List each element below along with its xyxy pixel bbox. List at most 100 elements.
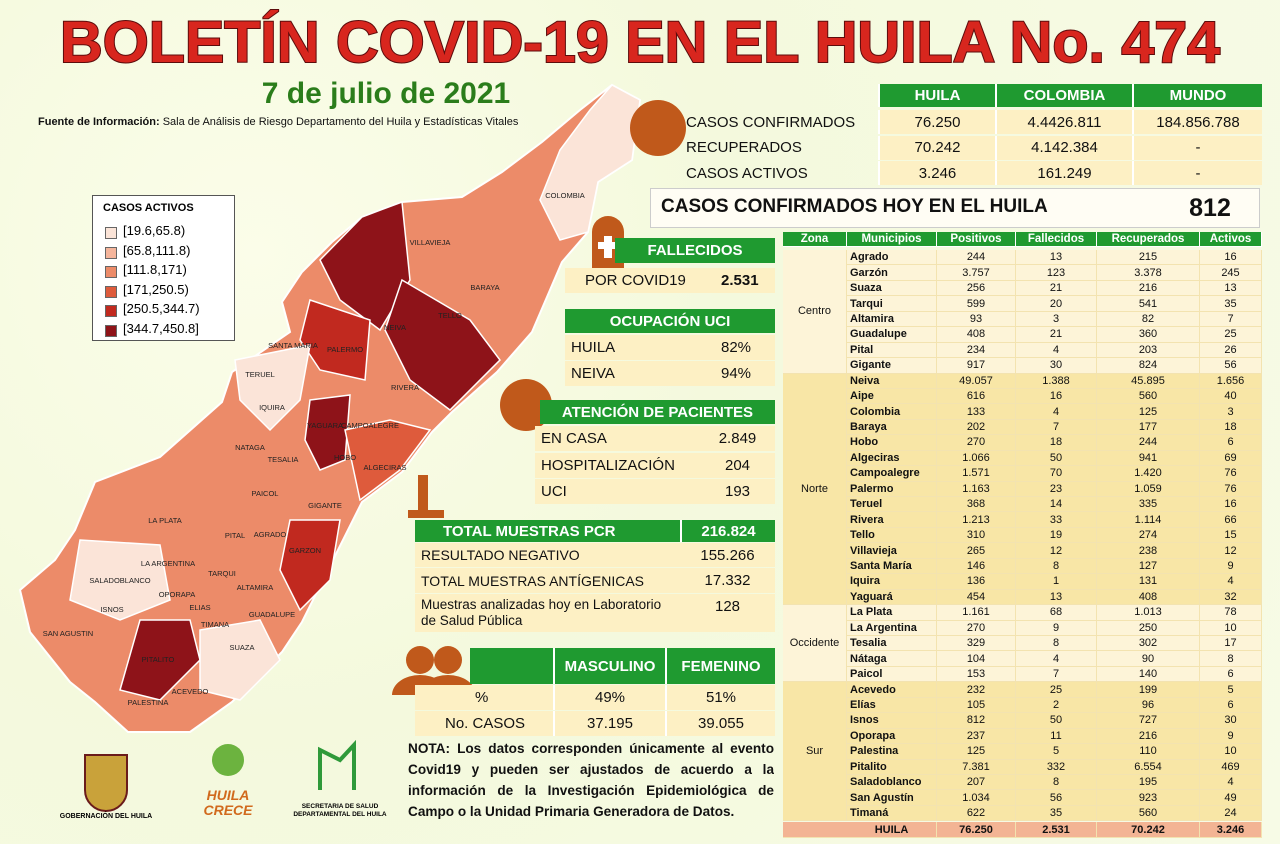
municipality: Saladoblanco — [847, 774, 937, 791]
title: BOLETÍN COVID-19 EN EL HUILA No. 474 — [60, 10, 1220, 75]
table-cell: 76 — [1200, 466, 1262, 482]
map-label: RIVERA — [391, 383, 419, 392]
table-header: Activos — [1200, 232, 1262, 247]
table-cell: 560 — [1097, 388, 1200, 405]
table-cell: 18 — [1016, 435, 1097, 451]
table-cell: 265 — [937, 543, 1016, 559]
logo-text: HUILA — [207, 787, 250, 803]
map-label: TARQUI — [208, 569, 236, 578]
table-cell: 7 — [1200, 311, 1262, 328]
tree — [212, 744, 244, 776]
people-icon — [406, 646, 434, 674]
icu-value: 82% — [715, 335, 775, 360]
municipality: San Agustín — [847, 790, 937, 806]
table-cell: 30 — [1016, 358, 1097, 374]
table-cell: 125 — [1097, 404, 1200, 420]
care-label: HOSPITALIZACIÓN — [535, 452, 700, 478]
pcr-value: 216.824 — [680, 520, 775, 542]
table-cell: 244 — [937, 250, 1016, 266]
sec-mark — [318, 739, 356, 790]
municipality: Elías — [847, 697, 937, 714]
table-cell: 469 — [1200, 759, 1262, 775]
table-cell: 368 — [937, 497, 1016, 513]
table-cell: 50 — [1016, 713, 1097, 729]
table-cell: 250 — [1097, 620, 1200, 636]
table-header: Positivos — [937, 232, 1016, 247]
municipality: Nátaga — [847, 651, 937, 667]
logo-text: GOBERNACIÓN DEL HUILA — [60, 811, 152, 820]
icu-title: OCUPACIÓN UCI — [565, 309, 775, 333]
map-label: TESALIA — [268, 455, 299, 464]
table-cell: 8 — [1016, 636, 1097, 652]
map-label: HOBO — [334, 453, 356, 462]
care-value: 204 — [700, 452, 775, 478]
municipality: Palermo — [847, 481, 937, 498]
table-cell: 12 — [1200, 543, 1262, 559]
table-cell: 16 — [1200, 250, 1262, 266]
gender-label: No. CASOS — [415, 711, 553, 736]
pcr-row-value: 17.332 — [680, 568, 775, 593]
map-label: PITALITO — [142, 655, 175, 664]
table-cell: 234 — [937, 342, 1016, 359]
table-cell: 49.057 — [937, 373, 1016, 389]
table-cell: 7.381 — [937, 759, 1016, 775]
table-cell: 560 — [1097, 805, 1200, 822]
table-cell: 454 — [937, 589, 1016, 606]
map-label: IQUIRA — [259, 403, 285, 412]
deaths-label: POR COVID19 — [565, 268, 715, 293]
table-header: Municipios — [847, 232, 937, 247]
table-cell: 5 — [1200, 682, 1262, 698]
table-cell: 26 — [1200, 342, 1262, 359]
municipality: Altamira — [847, 311, 937, 328]
table-cell: 125 — [937, 744, 1016, 760]
municipality: Iquira — [847, 574, 937, 590]
table-cell: 1.656 — [1200, 373, 1262, 389]
table-cell: 616 — [937, 388, 1016, 405]
summary-header: MUNDO — [1132, 84, 1262, 107]
table-cell: 1.388 — [1016, 373, 1097, 389]
map-label: NATAGA — [235, 443, 265, 452]
table-cell: 8 — [1016, 558, 1097, 575]
table-cell: 7 — [1016, 666, 1097, 683]
municipality: Hobo — [847, 435, 937, 451]
table-cell: 110 — [1097, 744, 1200, 760]
table-cell: 12 — [1016, 543, 1097, 559]
pcr-row-value: 128 — [680, 594, 775, 632]
microscope-icon — [408, 510, 444, 518]
map-label: ACEVEDO — [172, 687, 209, 696]
table-header: Recuperados — [1097, 232, 1200, 247]
legend-swatch — [105, 246, 117, 259]
table-cell: 136 — [937, 574, 1016, 590]
table-cell: 30 — [1200, 713, 1262, 729]
care-value: 193 — [700, 479, 775, 504]
region — [279, 519, 341, 612]
gender-header: FEMENINO — [665, 648, 775, 684]
table-cell: 3 — [1200, 404, 1262, 420]
table-cell: 6 — [1200, 435, 1262, 451]
table-cell: 727 — [1097, 713, 1200, 729]
table-cell: 1.066 — [937, 450, 1016, 467]
region — [119, 619, 201, 701]
municipality: Pital — [847, 342, 937, 359]
table-cell: 69 — [1200, 450, 1262, 467]
total-cell: 76.250 — [937, 822, 1016, 839]
care-title: ATENCIÓN DE PACIENTES — [540, 400, 775, 424]
municipality: Acevedo — [847, 682, 937, 698]
table-cell: 203 — [1097, 342, 1200, 359]
municipality: Teruel — [847, 497, 937, 513]
municipality: Yaguará — [847, 589, 937, 606]
table-cell: 18 — [1200, 419, 1262, 436]
municipality: Baraya — [847, 419, 937, 436]
zone-label: Norte — [783, 373, 847, 606]
cross — [598, 242, 618, 249]
municipality: Neiva — [847, 373, 937, 389]
summary-label: CASOS CONFIRMADOS — [686, 113, 856, 131]
table-cell: 4 — [1200, 574, 1262, 590]
municipality: Tesalia — [847, 636, 937, 652]
total-cell: 3.246 — [1200, 822, 1262, 839]
care-label: EN CASA — [535, 426, 700, 451]
region — [384, 278, 501, 411]
logo-text: CRECE — [203, 802, 253, 818]
municipality: Algeciras — [847, 450, 937, 467]
